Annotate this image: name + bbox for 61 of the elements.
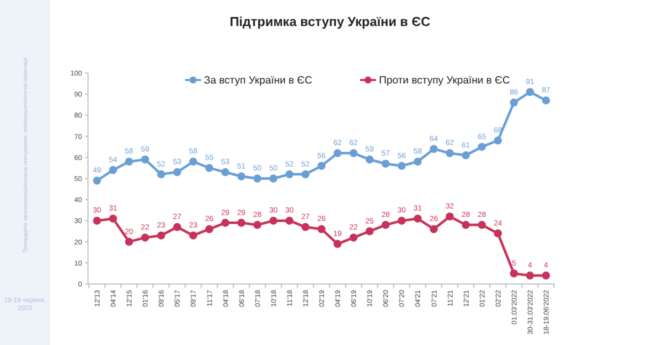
point <box>237 218 246 227</box>
point <box>221 168 230 176</box>
point <box>446 212 454 220</box>
point <box>526 272 534 280</box>
point <box>542 96 550 104</box>
point <box>478 220 486 229</box>
point <box>269 174 278 182</box>
point <box>430 144 438 153</box>
point <box>285 170 294 178</box>
point <box>334 240 342 248</box>
point <box>189 231 198 240</box>
point <box>301 223 310 232</box>
point <box>526 88 534 96</box>
point <box>318 162 326 170</box>
point <box>398 162 406 170</box>
point <box>542 272 550 280</box>
point <box>494 136 502 145</box>
point <box>253 174 262 182</box>
point <box>205 164 214 172</box>
point <box>510 269 518 278</box>
point <box>414 158 422 166</box>
point <box>93 216 101 225</box>
point <box>462 220 470 229</box>
point <box>510 98 518 107</box>
point <box>350 149 358 158</box>
point <box>382 220 390 229</box>
point <box>494 229 502 238</box>
point <box>414 214 422 223</box>
point <box>446 149 454 158</box>
point <box>462 151 470 160</box>
point <box>430 225 438 234</box>
point <box>141 156 150 164</box>
legend-label: Проти вступу України в ЄС <box>379 74 510 86</box>
point <box>157 170 166 178</box>
point <box>318 225 326 234</box>
point <box>253 220 262 229</box>
point <box>109 214 118 223</box>
point <box>301 170 310 178</box>
point <box>189 158 198 166</box>
point <box>141 234 150 242</box>
point <box>205 225 214 234</box>
point <box>366 156 374 164</box>
point <box>478 142 486 151</box>
point <box>269 216 278 225</box>
point <box>366 227 374 236</box>
point <box>125 158 134 166</box>
point <box>173 223 182 232</box>
point <box>237 172 246 180</box>
point <box>350 234 358 242</box>
point <box>125 238 134 246</box>
point <box>398 216 406 225</box>
point <box>157 231 166 240</box>
point <box>382 160 390 168</box>
point <box>285 216 294 225</box>
point <box>93 176 101 185</box>
point <box>334 149 342 158</box>
point <box>173 168 182 176</box>
chart-title: Підтримка вступу України в ЄС <box>230 14 431 29</box>
point <box>221 218 230 227</box>
legend-label: За вступ України в ЄС <box>204 74 313 86</box>
point <box>109 166 118 174</box>
